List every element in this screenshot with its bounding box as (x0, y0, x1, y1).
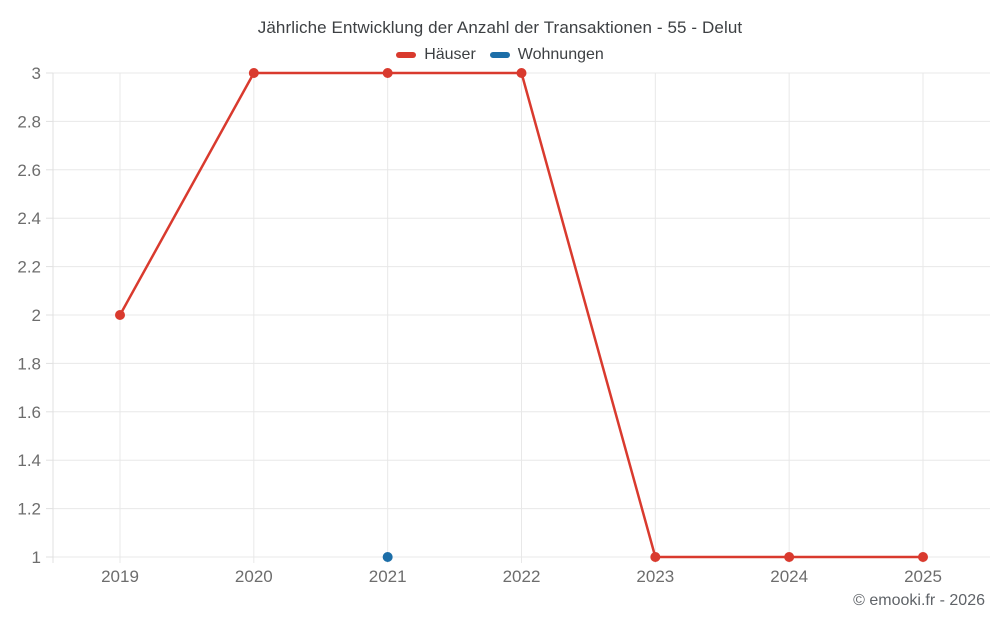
y-tick-label: 2.2 (17, 258, 41, 277)
data-point-h-user[interactable] (516, 68, 527, 78)
x-tick-label: 2020 (235, 567, 273, 586)
data-point-h-user[interactable] (248, 68, 259, 78)
y-tick-label: 1 (32, 548, 41, 567)
x-tick-label: 2019 (101, 567, 139, 586)
data-point-wohnungen[interactable] (382, 552, 393, 562)
y-tick-label: 1.8 (17, 354, 41, 373)
legend-swatch-wohnungen (489, 52, 510, 58)
x-tick-label: 2022 (503, 567, 541, 586)
x-tick-label: 2023 (636, 567, 674, 586)
data-point-h-user[interactable] (918, 552, 928, 562)
legend-label-wohnungen: Wohnungen (517, 46, 604, 63)
data-point-h-user[interactable] (650, 552, 661, 562)
legend-item-wohnungen[interactable]: Wohnungen (489, 46, 604, 64)
legend-item-haeuser[interactable]: Häuser (396, 46, 476, 64)
y-tick-label: 1.6 (17, 403, 41, 422)
y-tick-label: 3 (32, 64, 41, 83)
legend: Häuser Wohnungen (0, 46, 1000, 64)
x-tick-label: 2025 (904, 567, 942, 586)
x-tick-label: 2021 (369, 567, 407, 586)
x-tick-label: 2024 (770, 567, 808, 586)
legend-swatch-haeuser (396, 52, 417, 58)
data-point-h-user[interactable] (784, 552, 795, 562)
y-tick-label: 1.2 (17, 500, 41, 519)
y-tick-label: 2.6 (17, 161, 41, 180)
y-tick-label: 1.4 (17, 451, 41, 470)
data-point-h-user[interactable] (382, 68, 393, 78)
y-tick-label: 2 (32, 306, 41, 325)
data-point-h-user[interactable] (115, 310, 125, 320)
y-tick-label: 2.4 (17, 209, 41, 228)
chart-title: Jährliche Entwicklung der Anzahl der Tra… (257, 18, 743, 37)
legend-label-haeuser: Häuser (424, 46, 476, 63)
copyright: © emooki.fr - 2026 (853, 592, 985, 609)
y-tick-label: 2.8 (17, 112, 41, 131)
